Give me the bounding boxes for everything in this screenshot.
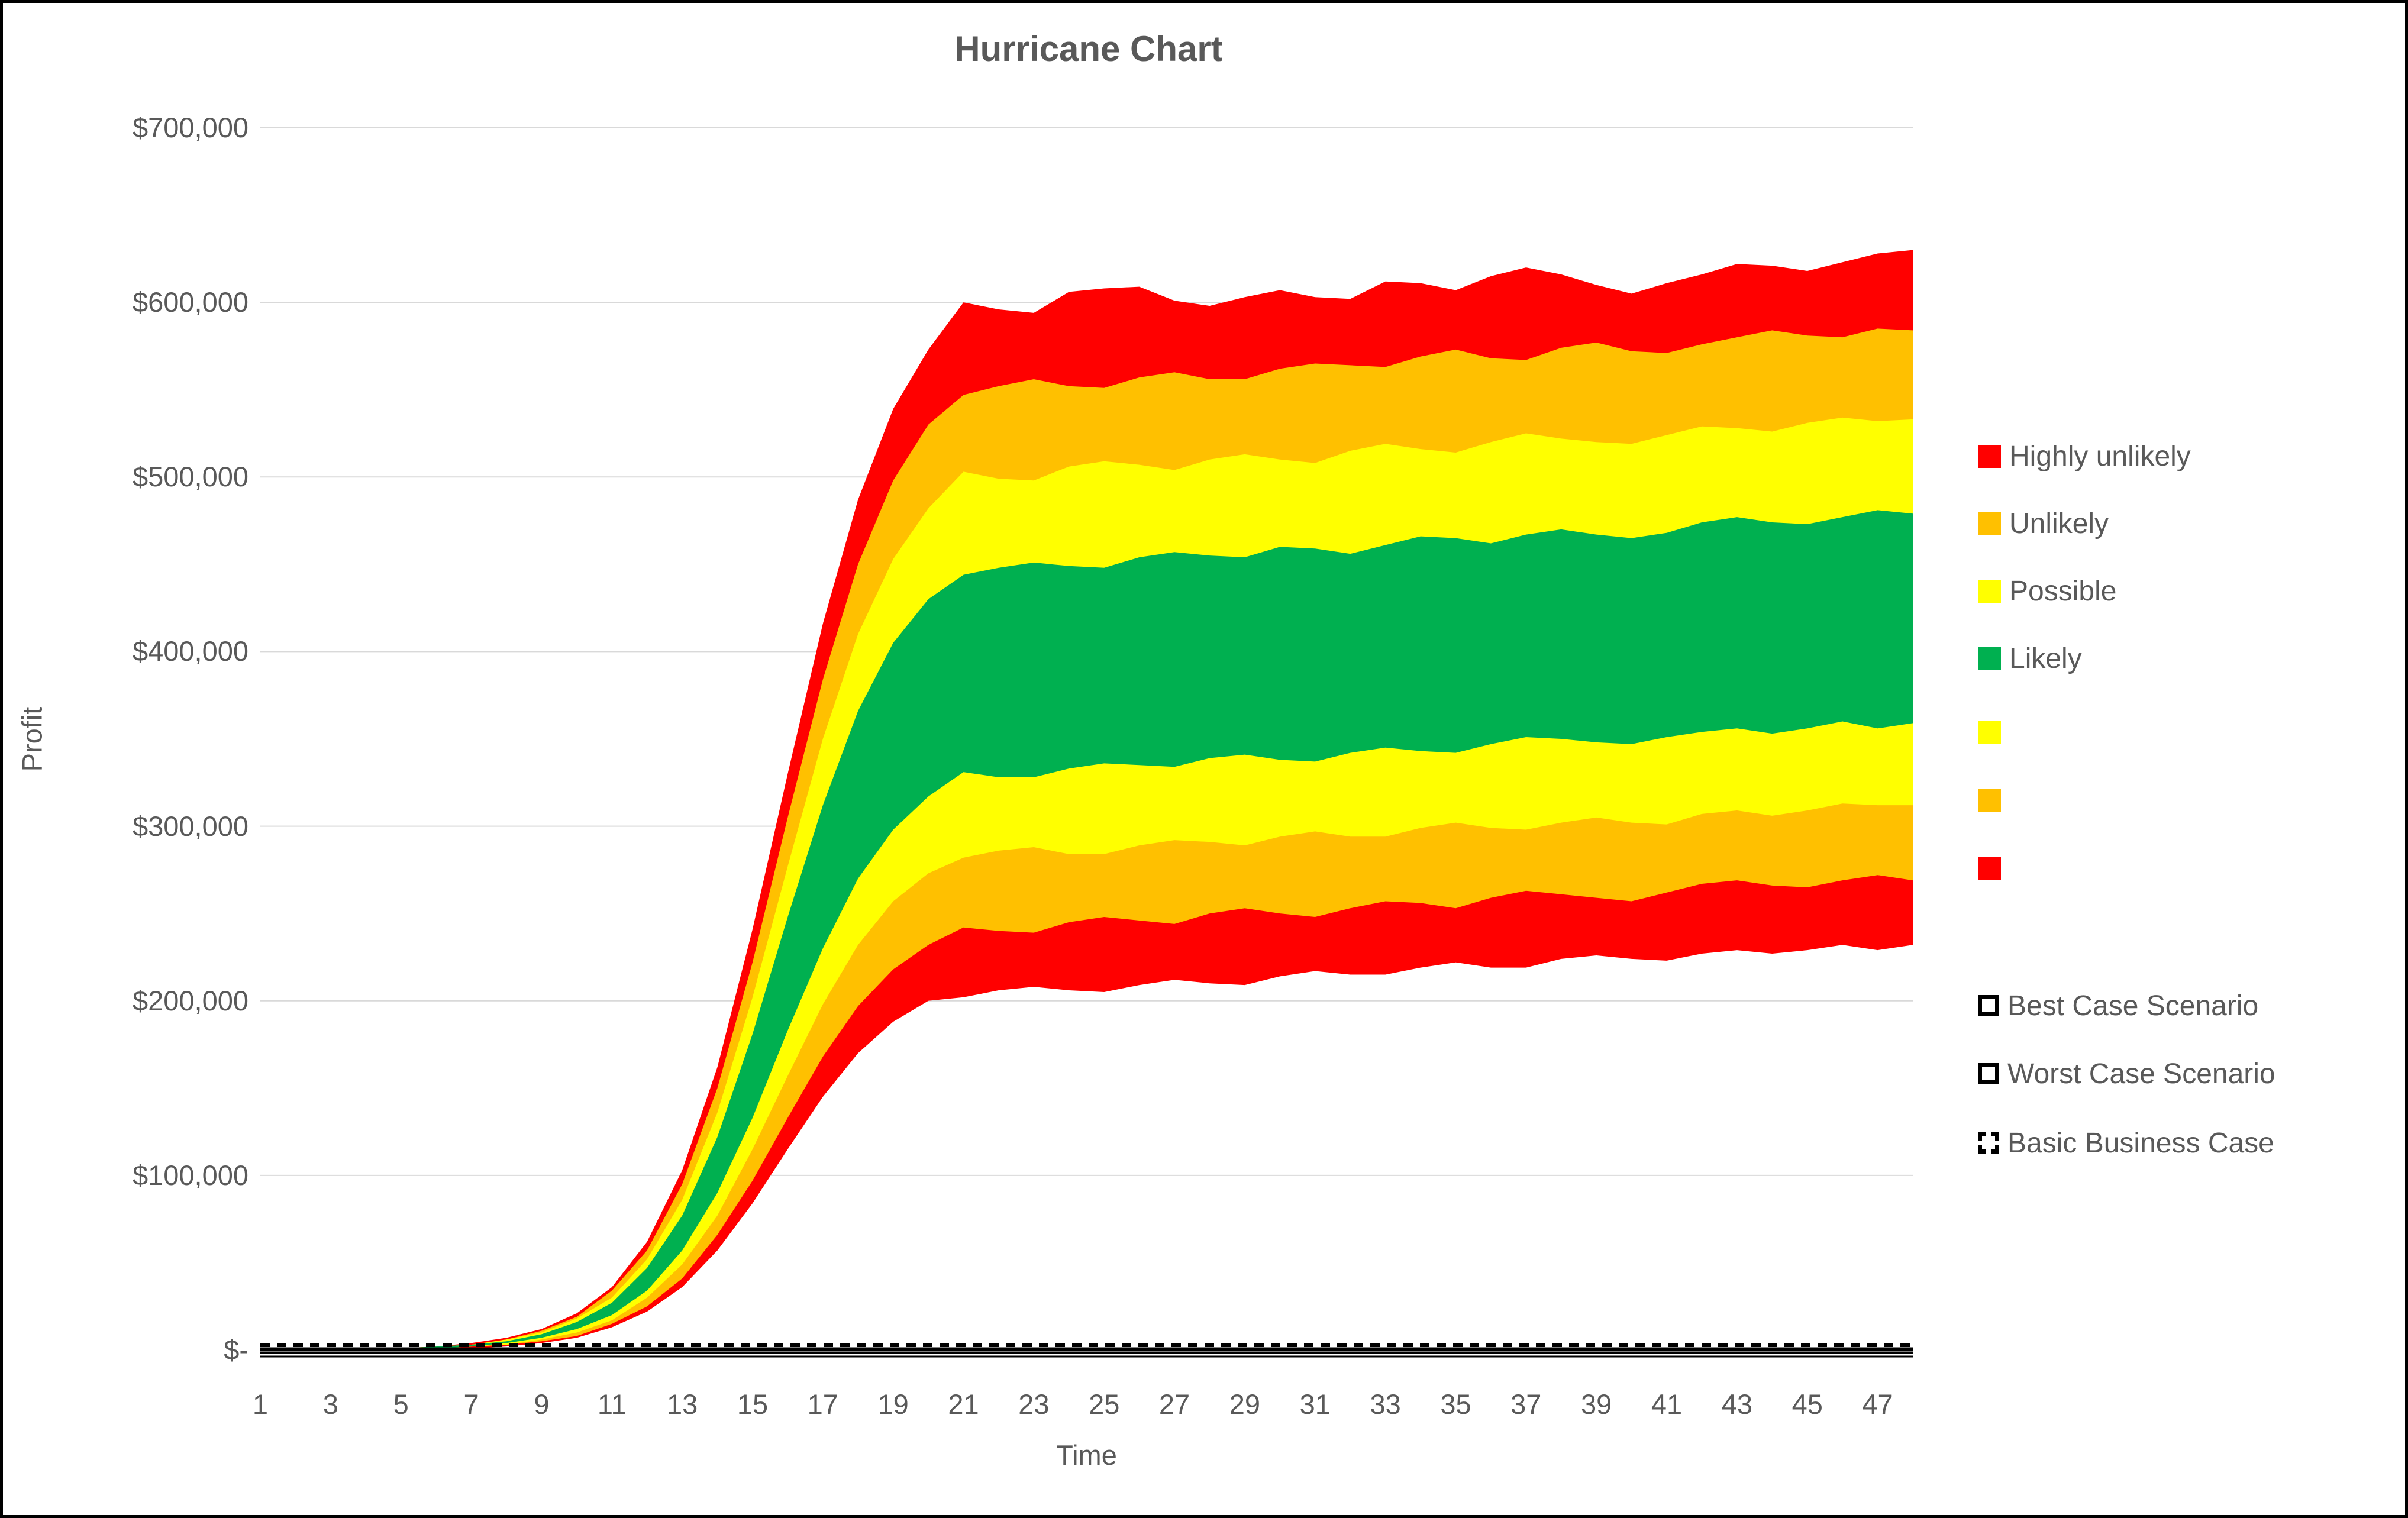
- legend-item-possible: Possible: [1978, 573, 2116, 609]
- x-tick-label: 45: [1792, 1388, 1823, 1420]
- legend-item-unlabeled: [1978, 714, 2001, 750]
- x-tick-label: 5: [393, 1388, 409, 1420]
- x-tick-label: 21: [948, 1388, 979, 1420]
- x-tick-label: 15: [737, 1388, 769, 1420]
- x-tick-label: 19: [877, 1388, 909, 1420]
- x-tick-label: 37: [1510, 1388, 1542, 1420]
- x-tick-label: 3: [322, 1388, 338, 1420]
- legend-swatch-icon: [1978, 512, 2001, 535]
- x-tick-label: 27: [1158, 1388, 1190, 1420]
- legend-item-label: Basic Business Case: [2007, 1127, 2274, 1159]
- legend-swatch-icon: [1978, 856, 2001, 880]
- dashed-line-sample-icon: [1978, 1132, 1999, 1154]
- legend-item-best-case-scenario: Best Case Scenario: [1978, 988, 2258, 1023]
- legend-swatch-icon: [1978, 720, 2001, 744]
- legend-item-unlikely: Unlikely: [1978, 506, 2109, 541]
- y-tick-label: $300,000: [132, 810, 248, 842]
- solid-line-sample-icon: [1978, 995, 1999, 1016]
- legend-item-unlabeled: [1978, 782, 2001, 818]
- x-tick-label: 25: [1089, 1388, 1120, 1420]
- y-tick-label: $700,000: [132, 112, 248, 143]
- solid-line-sample-icon: [1978, 1063, 1999, 1084]
- legend-item-worst-case-scenario: Worst Case Scenario: [1978, 1056, 2275, 1091]
- legend-item-label: Worst Case Scenario: [2007, 1058, 2275, 1090]
- legend-swatch-icon: [1978, 444, 2001, 468]
- legend-item-basic-business-case: Basic Business Case: [1978, 1125, 2274, 1161]
- legend-item-label: Highly unlikely: [2009, 440, 2191, 472]
- legend-item-label: Unlikely: [2009, 508, 2109, 540]
- x-tick-label: 7: [463, 1388, 479, 1420]
- x-tick-label: 29: [1229, 1388, 1261, 1420]
- x-tick-label: 23: [1018, 1388, 1050, 1420]
- x-tick-label: 17: [807, 1388, 838, 1420]
- x-tick-label: 47: [1862, 1388, 1893, 1420]
- legend-swatch-icon: [1978, 579, 2001, 603]
- x-tick-label: 13: [666, 1388, 698, 1420]
- band-likely: [260, 510, 1913, 1351]
- y-tick-label: $-: [224, 1334, 248, 1365]
- legend-item-label: Likely: [2009, 642, 2082, 674]
- legend-item-likely: Likely: [1978, 641, 2082, 676]
- legend-item-unlabeled: [1978, 850, 2001, 886]
- y-tick-label: $100,000: [132, 1159, 248, 1191]
- legend-item-highly-unlikely: Highly unlikely: [1978, 438, 2191, 474]
- legend-item-label: Possible: [2009, 575, 2117, 607]
- x-tick-label: 33: [1370, 1388, 1401, 1420]
- legend-swatch-icon: [1978, 647, 2001, 670]
- x-axis-title: Time: [1056, 1439, 1117, 1471]
- y-tick-label: $500,000: [132, 461, 248, 493]
- x-tick-label: 35: [1440, 1388, 1471, 1420]
- legend-item-label: Best Case Scenario: [2007, 990, 2259, 1022]
- x-tick-label: 11: [597, 1388, 627, 1420]
- y-tick-label: $400,000: [132, 635, 248, 667]
- chart-title: Hurricane Chart: [954, 29, 1223, 69]
- x-tick-label: 1: [252, 1388, 269, 1420]
- x-tick-label: 31: [1299, 1388, 1331, 1420]
- x-tick-label: 39: [1581, 1388, 1612, 1420]
- legend-swatch-icon: [1978, 788, 2001, 812]
- y-tick-label: $600,000: [132, 286, 248, 318]
- y-tick-label: $200,000: [132, 984, 248, 1016]
- x-tick-label: 43: [1721, 1388, 1752, 1420]
- x-tick-label: 41: [1651, 1388, 1683, 1420]
- x-tick-label: 9: [534, 1388, 550, 1420]
